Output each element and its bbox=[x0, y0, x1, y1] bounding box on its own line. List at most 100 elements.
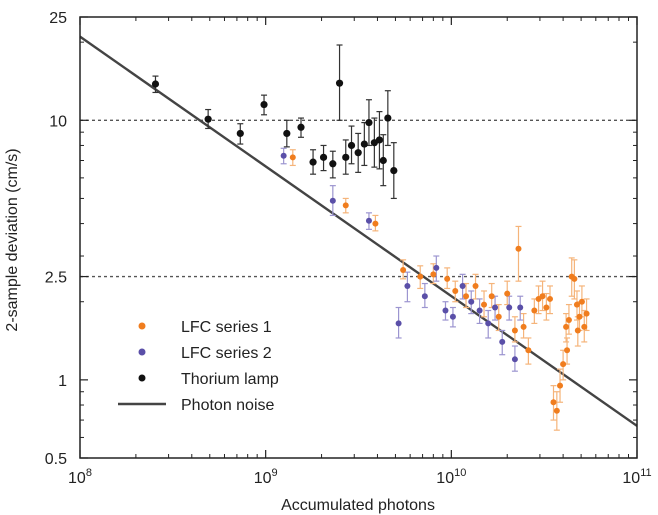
data-point bbox=[260, 100, 268, 109]
y-tick-label: 2.5 bbox=[45, 270, 67, 287]
data-point bbox=[492, 304, 499, 311]
data-point bbox=[515, 245, 522, 252]
legend-label: LFC series 2 bbox=[181, 345, 272, 362]
data-point bbox=[488, 293, 495, 300]
legend-item: LFC series 2 bbox=[138, 345, 272, 362]
data-point bbox=[557, 382, 564, 389]
y-tick-label: 1 bbox=[58, 373, 67, 390]
legend-label: LFC series 1 bbox=[181, 319, 272, 336]
y-tick-labels: 0.5 1 2.5 10 25 bbox=[45, 10, 67, 468]
data-point bbox=[565, 317, 572, 324]
data-point bbox=[511, 356, 518, 363]
data-point bbox=[433, 264, 440, 271]
data-point bbox=[335, 79, 344, 87]
legend-marker bbox=[138, 374, 146, 382]
data-point bbox=[384, 114, 392, 122]
data-point bbox=[553, 407, 560, 414]
data-point bbox=[576, 313, 583, 320]
photon-noise-line-group bbox=[79, 35, 638, 427]
data-point bbox=[365, 217, 372, 224]
data-point bbox=[573, 301, 580, 308]
legend-item: Thorium lamp bbox=[138, 371, 279, 388]
data-point bbox=[354, 149, 362, 157]
data-point bbox=[520, 323, 527, 330]
data-point bbox=[309, 158, 317, 166]
data-point bbox=[283, 129, 291, 138]
data-point bbox=[452, 287, 459, 294]
data-point bbox=[347, 141, 356, 150]
legend-marker bbox=[138, 348, 146, 356]
x-tick-label: 108 bbox=[68, 467, 92, 487]
data-point bbox=[360, 140, 368, 148]
photon-noise-line bbox=[79, 35, 638, 427]
data-point bbox=[506, 304, 513, 311]
data-point bbox=[280, 152, 287, 159]
data-point bbox=[571, 275, 578, 282]
data-point bbox=[421, 293, 428, 300]
data-point bbox=[342, 202, 349, 209]
data-point bbox=[430, 271, 437, 278]
legend-label: Thorium lamp bbox=[181, 371, 279, 388]
reference-lines bbox=[80, 119, 637, 278]
data-point bbox=[365, 118, 373, 127]
data-point bbox=[481, 301, 488, 308]
data-point bbox=[531, 307, 538, 314]
data-point bbox=[289, 154, 296, 161]
data-point bbox=[444, 275, 451, 282]
data-point bbox=[329, 197, 336, 204]
data-point bbox=[525, 347, 532, 354]
data-point bbox=[449, 313, 456, 320]
data-point bbox=[375, 136, 384, 144]
data-point bbox=[511, 327, 518, 334]
data-point bbox=[372, 220, 379, 227]
x-tick-labels: 108 109 1010 1011 bbox=[68, 467, 652, 487]
legend-marker bbox=[138, 322, 146, 330]
data-point bbox=[564, 347, 571, 354]
x-tick-label: 1010 bbox=[436, 467, 466, 487]
data-point bbox=[476, 307, 483, 314]
y-axis-title: 2-sample deviation (cm/s) bbox=[4, 148, 21, 331]
data-point bbox=[204, 115, 212, 123]
data-points bbox=[151, 79, 590, 414]
data-point bbox=[379, 156, 387, 165]
legend-label: Photon noise bbox=[181, 397, 275, 414]
data-point bbox=[236, 129, 244, 138]
data-point bbox=[390, 167, 398, 175]
data-point bbox=[400, 267, 407, 274]
data-point bbox=[342, 153, 350, 161]
data-point bbox=[550, 399, 557, 406]
data-point bbox=[499, 338, 506, 345]
data-point bbox=[329, 160, 337, 168]
data-point bbox=[574, 327, 581, 334]
data-point bbox=[442, 307, 449, 314]
data-point bbox=[151, 80, 160, 88]
data-point bbox=[581, 323, 588, 330]
y-tick-label: 0.5 bbox=[45, 451, 67, 468]
legend-item: LFC series 1 bbox=[138, 319, 272, 336]
data-point bbox=[463, 293, 470, 300]
plot-frame bbox=[79, 16, 638, 459]
data-point bbox=[468, 298, 475, 305]
data-point bbox=[547, 295, 554, 302]
data-point bbox=[417, 273, 424, 280]
error-bar bbox=[515, 225, 522, 282]
data-point bbox=[495, 313, 502, 320]
data-point bbox=[319, 153, 328, 161]
x-tick-label: 109 bbox=[254, 467, 278, 487]
plot-background bbox=[80, 17, 637, 458]
legend: LFC series 1 LFC series 2 Thorium lamp Phot… bbox=[118, 319, 279, 414]
data-point bbox=[539, 293, 546, 300]
data-point bbox=[395, 320, 402, 327]
data-point bbox=[504, 290, 511, 297]
axis-ticks bbox=[79, 16, 638, 459]
data-point bbox=[578, 298, 585, 305]
data-point bbox=[563, 323, 570, 330]
x-tick-label: 1011 bbox=[622, 467, 651, 487]
data-point bbox=[459, 282, 466, 289]
y-tick-label: 10 bbox=[49, 113, 67, 130]
data-point bbox=[485, 320, 492, 327]
data-point bbox=[583, 310, 590, 317]
data-point bbox=[297, 123, 305, 131]
y-tick-label: 25 bbox=[49, 10, 67, 27]
